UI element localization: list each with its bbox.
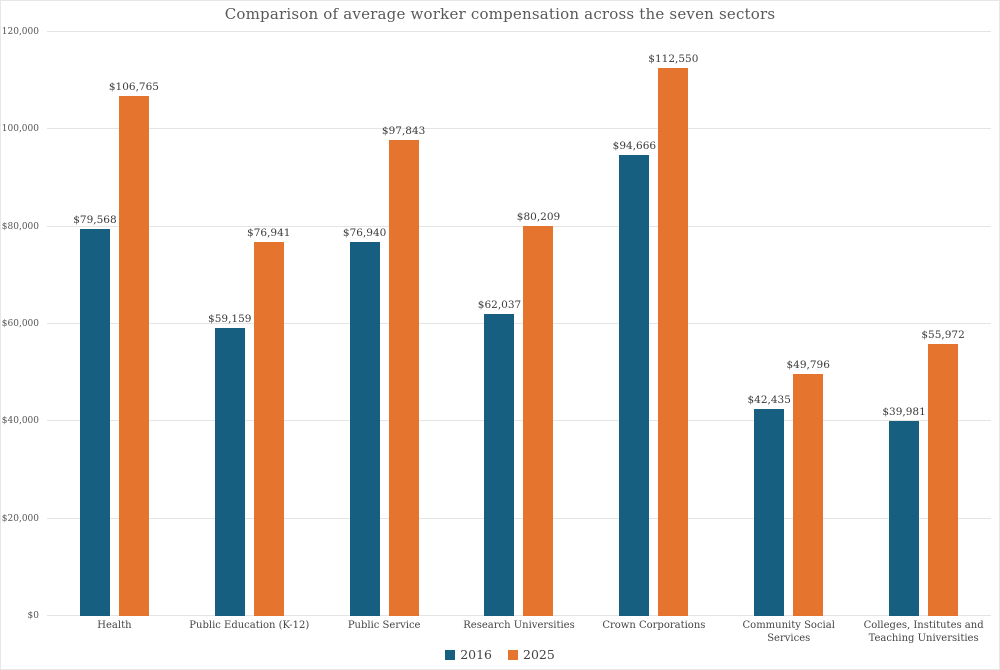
x-category-label-community-social-services: Community Social Services [742,620,835,644]
legend-swatch-2016 [445,649,456,660]
y-tick-label-40000: $40,000 [1,416,39,427]
y-tick-label-60000: $60,000 [1,319,39,329]
value-label-2025-health: $106,765 [108,81,159,94]
chart-title: Comparison of average worker compensatio… [224,5,776,23]
gridline-60000 [47,323,991,324]
legend-swatch-2025 [508,649,518,660]
y-axis: $0 $20,000 $40,000 $60,000 $80,000 $100,000 $1… [0,27,39,621]
x-category-label-health: Health [97,620,132,631]
bar-2025-health: $106,765 [109,81,159,616]
bar-group-colleges-institutes-and-teaching-universities: $39,981 $55,972 [856,32,991,616]
bar-2025-public-service: $97,843 [382,125,425,616]
value-label-2016-public-education-k-12: $59,159 [208,313,252,326]
value-label-2016-colleges-institutes-and-teaching-universities: $39,981 [882,406,926,419]
x-axis: Health Public Education (K-12) Public Serv… [47,620,991,645]
x-category-label-public-service: Public Service [347,620,421,631]
value-label-2025-research-universities: $80,209 [516,210,561,223]
bar-2016-colleges-institutes-and-teaching-universities: $39,981 [882,406,926,616]
bar-2016-health: $79,568 [73,214,117,616]
bar-group-research-universities: $62,037 $80,209 [452,32,587,616]
bar-2025-community-social-services: $49,796 [786,359,830,616]
value-label-2025-community-social-services: $49,796 [786,358,830,371]
y-tick-label-80000: $80,000 [1,221,39,232]
value-label-2016-research-universities: $62,037 [477,299,522,312]
gridline-100000 [47,128,991,130]
bar-group-public-education-k-12: $59,159 $76,941 [182,32,317,616]
x-category-label-crown-corporations: Crown Corporations [602,620,706,631]
legend: 2016 2025 [1,647,999,662]
bar-group-health: $79,568 $106,765 [47,32,182,616]
legend-label-2016: 2016 [460,647,492,662]
value-label-2025-colleges-institutes-and-teaching-universities: $55,972 [921,328,965,341]
bar-2016-public-education-k-12: $59,159 [208,313,251,616]
gridline-80000 [47,225,991,227]
bar-group-public-service: $76,940 $97,843 [317,32,452,616]
y-tick-label-120000: $120,000 [0,27,39,37]
value-label-2025-crown-corporations: $112,550 [648,53,699,66]
legend-item-2016: 2016 [445,647,492,662]
plot-area: $79,568 $106,765 $59,159 $76,941 $76,940 $97,… [47,31,991,616]
bar-2016-public-service: $76,940 [343,227,386,616]
value-label-2016-crown-corporations: $94,666 [612,140,657,153]
bar-2016-community-social-services: $42,435 [747,394,791,616]
legend-label-2025: 2025 [523,647,555,662]
x-category-label-research-universities: Research Universities [463,620,575,631]
bar-2016-research-universities: $62,037 [478,299,521,616]
x-category-label-colleges-institutes-and-teaching-universities: Colleges, Institutes and Teaching Univer… [863,620,984,644]
value-label-2016-health: $79,568 [73,213,117,226]
value-label-2016-community-social-services: $42,435 [747,394,791,407]
bar-2025-colleges-institutes-and-teaching-universities: $55,972 [921,329,965,616]
bar-group-community-social-services: $42,435 $49,796 [721,32,856,616]
bar-2016-crown-corporations: $94,666 [613,140,656,616]
gridline-120000 [47,31,991,32]
value-label-2025-public-education-k-12: $76,941 [247,226,291,239]
gridline-40000 [47,420,991,422]
bar-2025-public-education-k-12: $76,941 [247,227,290,616]
gridline-0 [47,615,991,616]
gridline-20000 [47,517,991,519]
x-category-label-public-education-k-12: Public Education (K-12) [189,620,310,631]
bar-2025-research-universities: $80,209 [517,211,560,616]
y-tick-label-0: $0 [27,611,39,621]
y-tick-label-100000: $100,000 [0,124,39,135]
y-tick-label-20000: $20,000 [1,513,39,524]
bar-group-crown-corporations: $94,666 $112,550 [586,32,721,616]
bar-2025-crown-corporations: $112,550 [648,53,698,616]
value-label-2016-public-service: $76,940 [342,226,387,239]
legend-item-2025: 2025 [508,647,555,662]
value-label-2025-public-service: $97,843 [381,124,426,137]
